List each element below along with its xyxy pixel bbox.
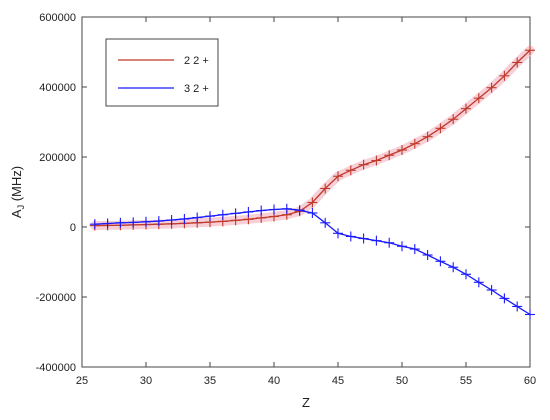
series-1-point bbox=[307, 197, 318, 208]
series-1-point bbox=[409, 138, 420, 149]
y-axis-title-units: (MHz) bbox=[9, 166, 24, 205]
series-1-point bbox=[422, 131, 433, 142]
series-1-point bbox=[345, 165, 356, 176]
series-2-point bbox=[294, 205, 305, 216]
series-1-point bbox=[320, 183, 331, 194]
series-2-point bbox=[205, 211, 215, 222]
series-layer bbox=[89, 45, 535, 320]
series-2-point bbox=[243, 206, 254, 217]
series-1-point bbox=[333, 171, 343, 182]
series-2-point bbox=[128, 217, 139, 228]
series-1-point bbox=[486, 82, 497, 93]
series-2-point bbox=[371, 235, 382, 246]
y-tick-label: 600000 bbox=[39, 12, 76, 24]
series-1-point bbox=[461, 103, 471, 114]
series-2-point bbox=[435, 256, 446, 267]
series-2-point bbox=[448, 262, 459, 273]
series-1-point bbox=[499, 70, 510, 81]
series-2-point bbox=[473, 277, 484, 288]
x-tick-labels: 25 30 35 40 45 50 55 60 bbox=[76, 375, 536, 387]
series-2-point bbox=[409, 244, 420, 255]
series-2-point bbox=[512, 301, 523, 312]
x-tick-label: 40 bbox=[268, 375, 280, 387]
series-2-point bbox=[307, 208, 318, 218]
series-1-point bbox=[473, 93, 484, 104]
series-2-point bbox=[461, 269, 471, 280]
series-1-point bbox=[384, 150, 395, 161]
axis-ticks bbox=[81, 16, 531, 368]
legend-label-series-2: 3 2 + bbox=[184, 83, 209, 95]
y-axis-title-subscript: J bbox=[16, 205, 26, 210]
y-tick-labels: -400000 -200000 0 200000 400000 600000 bbox=[36, 12, 76, 374]
series-2 bbox=[89, 203, 535, 320]
series-2-point bbox=[115, 217, 126, 228]
legend-label-series-1: 2 2 + bbox=[184, 55, 209, 67]
series-1-point bbox=[512, 57, 523, 68]
series-2-point bbox=[166, 215, 177, 225]
x-axis-title: Z bbox=[302, 395, 310, 410]
legend: 2 2 + 3 2 + bbox=[105, 38, 219, 107]
series-1-point bbox=[371, 155, 382, 166]
series-1-point bbox=[525, 45, 535, 56]
x-tick-label: 25 bbox=[76, 375, 88, 387]
y-axis-title-main: A bbox=[9, 209, 24, 218]
series-2-point bbox=[102, 218, 113, 229]
series-2-point bbox=[269, 204, 279, 215]
series-2-point bbox=[179, 213, 190, 224]
series-2-point bbox=[384, 237, 395, 248]
y-tick-label: -400000 bbox=[36, 362, 76, 374]
plot-frame bbox=[81, 16, 531, 368]
series-2-point bbox=[397, 241, 407, 252]
x-tick-label: 50 bbox=[396, 375, 408, 387]
series-2-point bbox=[281, 203, 292, 214]
y-tick-label: -200000 bbox=[36, 292, 76, 304]
series-1-point bbox=[435, 123, 446, 134]
series-2-point bbox=[320, 217, 331, 228]
series-2-point bbox=[486, 285, 497, 295]
series-2-point bbox=[192, 212, 203, 223]
series-2-point bbox=[256, 205, 267, 216]
series-2-point bbox=[230, 208, 241, 219]
series-2-point bbox=[89, 219, 100, 230]
series-2-point bbox=[333, 228, 343, 239]
x-tick-label: 55 bbox=[460, 375, 472, 387]
x-tick-label: 60 bbox=[524, 375, 536, 387]
y-tick-label: 0 bbox=[70, 222, 76, 234]
y-tick-label: 400000 bbox=[39, 82, 76, 94]
series-2-point bbox=[499, 293, 510, 304]
series-1-point bbox=[358, 159, 369, 170]
svg-text:AJ (MHz): AJ (MHz) bbox=[9, 166, 26, 218]
series-2-point bbox=[153, 216, 164, 227]
series-1-point bbox=[448, 114, 459, 125]
series-2-point bbox=[345, 231, 356, 242]
y-tick-label: 200000 bbox=[39, 152, 76, 164]
x-tick-label: 35 bbox=[204, 375, 216, 387]
y-axis-title: AJ (MHz) bbox=[9, 166, 26, 218]
series-2-point bbox=[141, 216, 151, 227]
series-2-point bbox=[217, 209, 228, 220]
series-2-point bbox=[422, 250, 433, 260]
x-tick-label: 30 bbox=[140, 375, 152, 387]
x-tick-label: 45 bbox=[332, 375, 344, 387]
series-2-point bbox=[358, 233, 369, 244]
series-2-point bbox=[525, 309, 535, 320]
series-1-point bbox=[397, 145, 407, 155]
legend-box bbox=[105, 38, 219, 107]
